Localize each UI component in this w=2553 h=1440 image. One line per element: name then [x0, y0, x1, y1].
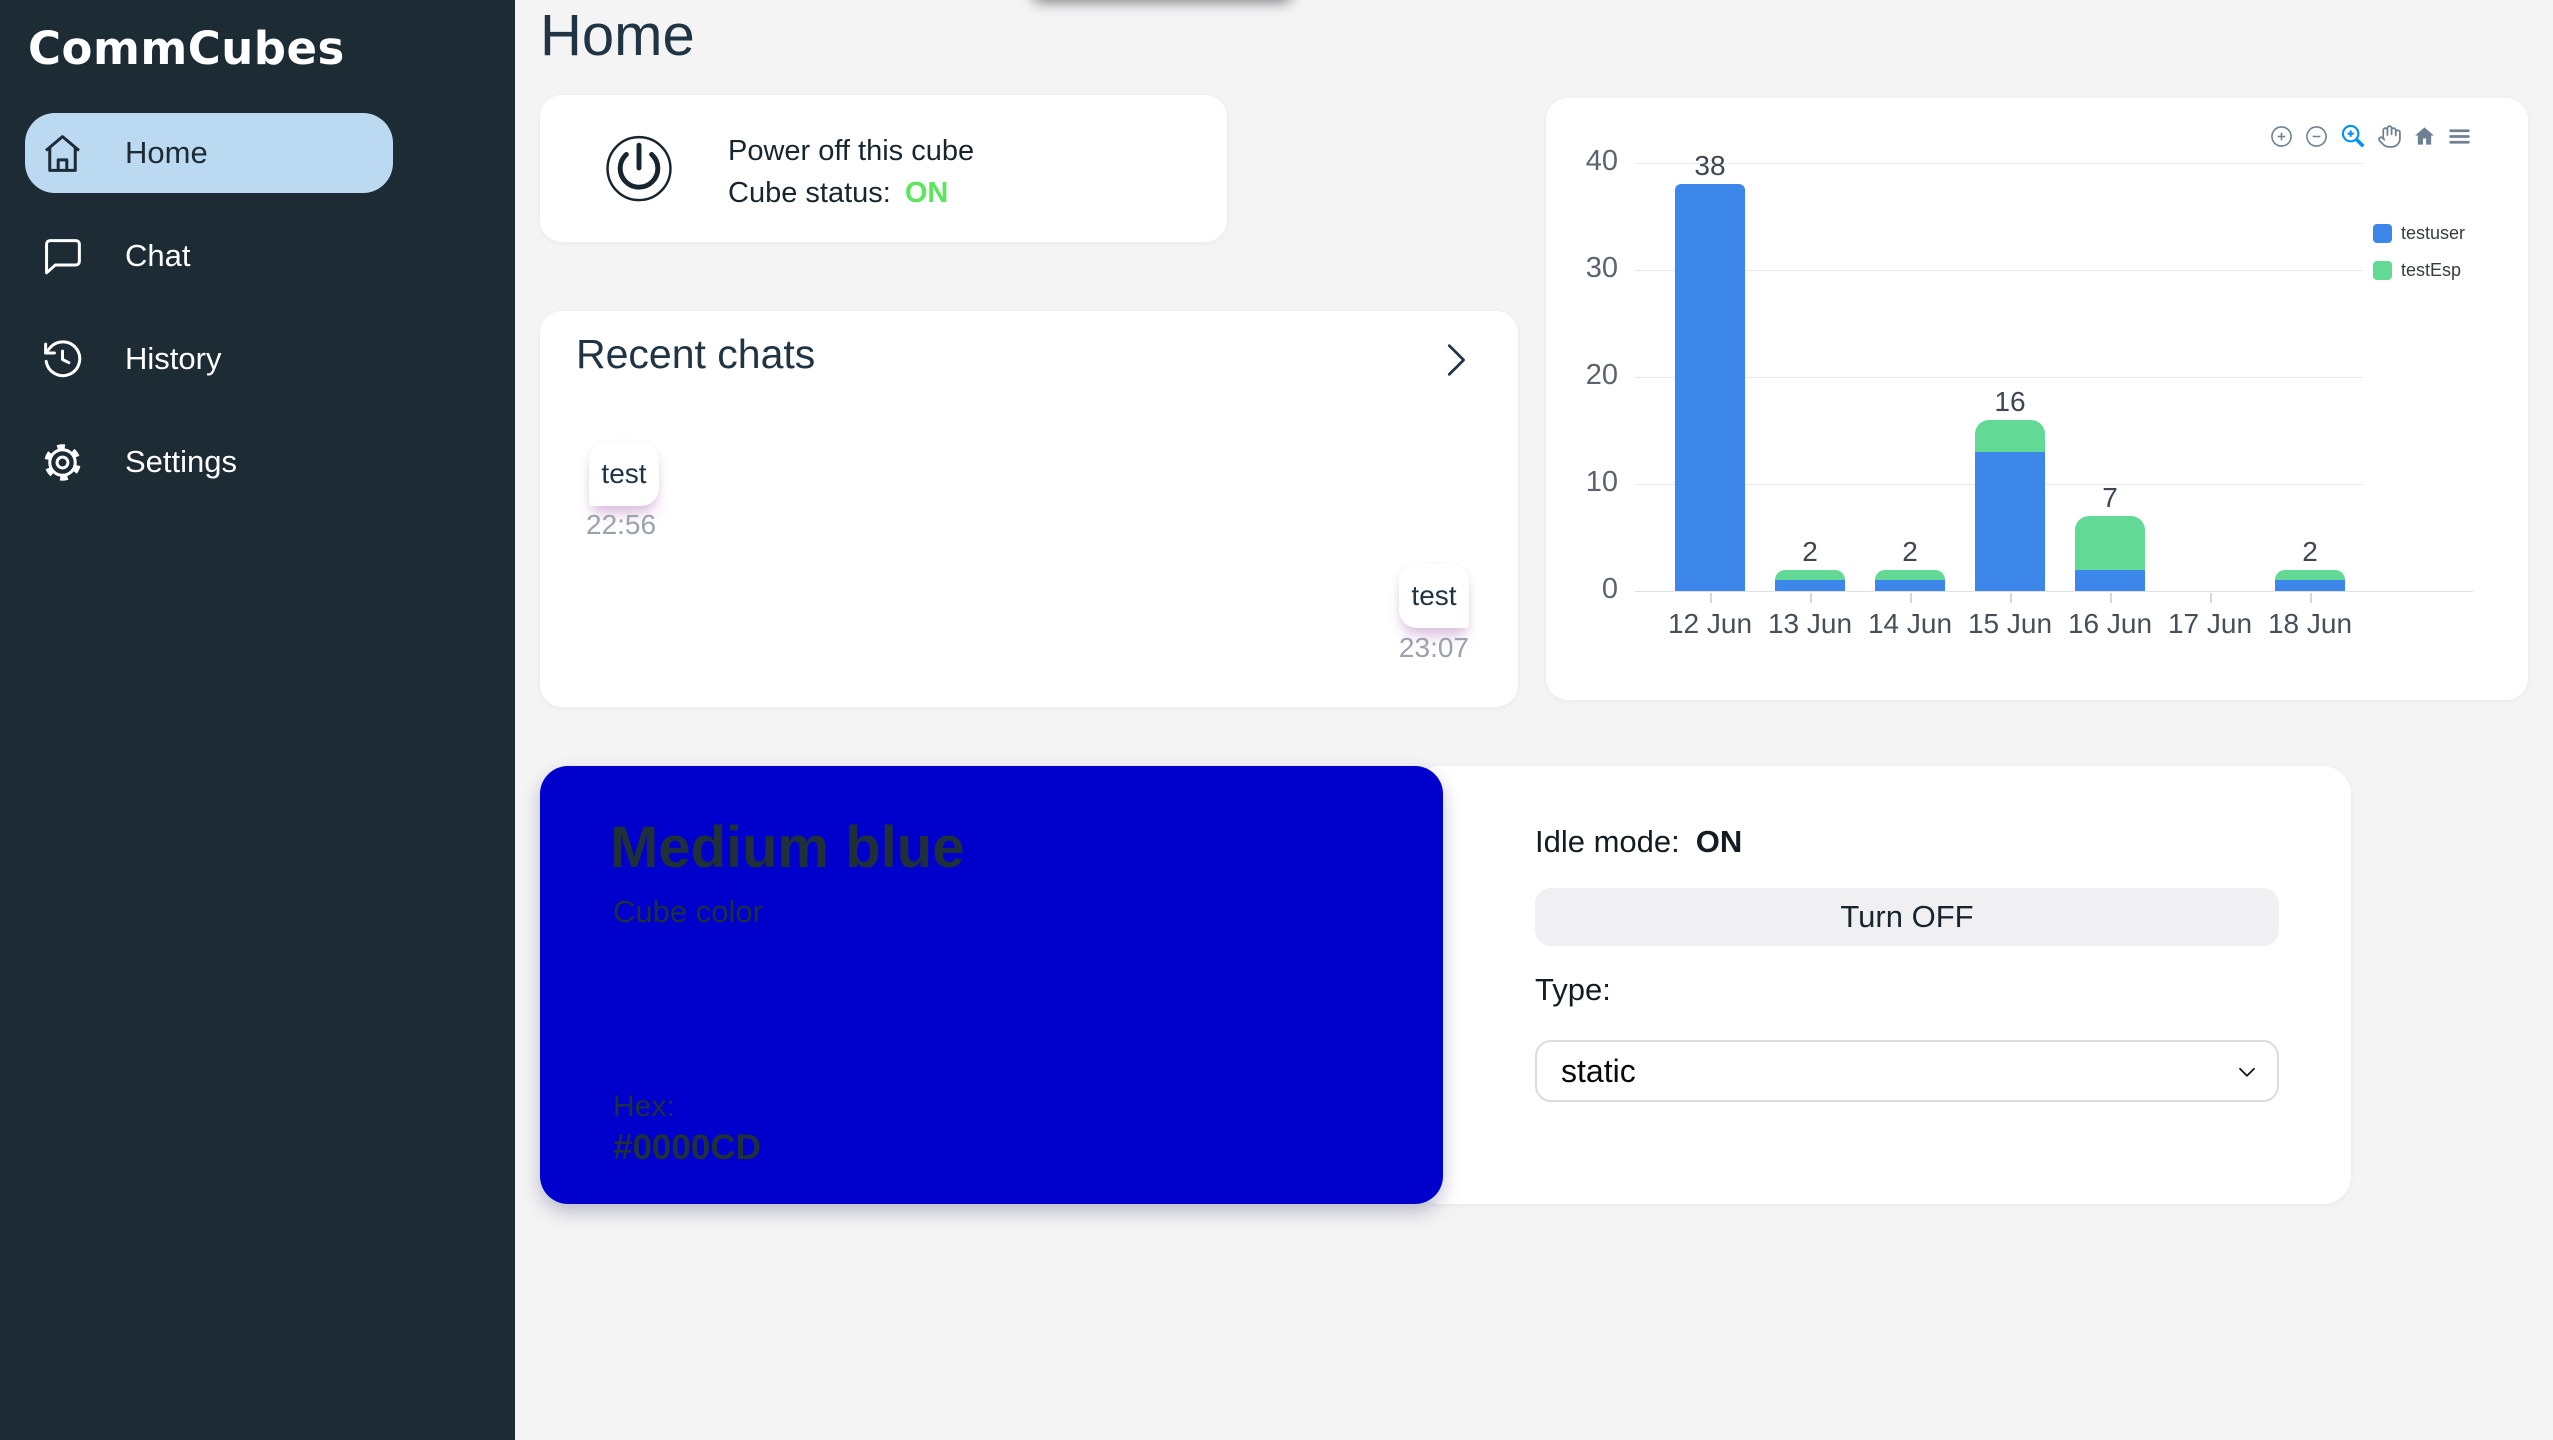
bar-segment-testEsp — [2075, 516, 2145, 570]
color-name: Medium blue — [610, 815, 965, 880]
grid-line — [1635, 270, 2363, 271]
y-axis-tick-label: 10 — [1585, 466, 1618, 498]
type-select[interactable]: static — [1535, 1040, 2279, 1102]
x-axis-tick — [2110, 593, 2112, 603]
cube-status-label: Cube status: — [728, 177, 891, 209]
chevron-right-icon[interactable] — [1432, 337, 1478, 383]
sidebar-item-home[interactable]: Home — [25, 113, 393, 193]
color-subtitle: Cube color — [613, 894, 763, 929]
chat-message-time: 23:07 — [1398, 632, 1469, 663]
sidebar-item-history[interactable]: History — [25, 319, 393, 399]
bar-segment-testuser — [1675, 184, 1745, 591]
reset-home-icon[interactable] — [2412, 124, 2437, 149]
messages-per-day-chart: 0 10 20 30 40 12 Jun 38 13 Jun 2 14 Jun 2 15 Jun 16 1… — [1546, 98, 2528, 700]
bar-value-label: 38 — [1694, 150, 1726, 182]
y-axis-tick-label: 20 — [1585, 359, 1618, 391]
idle-mode-label: Idle mode: — [1535, 824, 1680, 859]
zoom-out-icon[interactable] — [2304, 124, 2329, 149]
bar-value-label: 16 — [1994, 385, 2026, 417]
x-axis-label: 14 Jun — [1867, 608, 1953, 639]
chat-message-bubble: test — [589, 442, 659, 506]
sidebar-item-label: Chat — [125, 238, 191, 273]
bar-segment-testuser — [1975, 451, 2045, 591]
x-axis-tick — [1710, 593, 1712, 603]
bar-value-label: 2 — [1802, 535, 1818, 567]
chart-toolbar — [2269, 122, 2472, 150]
chat-message-bubble: test — [1399, 564, 1469, 628]
bar-segment-testuser — [1875, 580, 1945, 591]
bar-value-label: 2 — [2302, 535, 2318, 567]
zoom-in-icon[interactable] — [2269, 124, 2294, 149]
x-axis-tick — [1810, 593, 1812, 603]
legend-marker — [2373, 224, 2392, 243]
sidebar-item-label: History — [125, 341, 222, 376]
turn-off-button[interactable]: Turn OFF — [1535, 888, 2279, 946]
top-shadow-artifact — [1032, 0, 1292, 2]
history-icon — [40, 337, 85, 382]
x-axis-label: 12 Jun — [1667, 608, 1753, 639]
power-card-title: Power off this cube — [728, 135, 975, 167]
x-axis-label: 13 Jun — [1767, 608, 1853, 639]
legend-marker — [2373, 261, 2392, 280]
color-hex-value: #0000CD — [613, 1128, 761, 1167]
x-axis-line — [1635, 591, 2473, 592]
legend-item-testEsp[interactable]: testEsp — [2373, 260, 2461, 281]
bar-segment-testEsp — [2275, 569, 2345, 581]
cube-status-row: Cube status: ON — [728, 177, 948, 210]
x-axis-label: 17 Jun — [2167, 608, 2253, 639]
idle-mode-value: ON — [1695, 824, 1743, 859]
color-hex-label: Hex: — [613, 1090, 675, 1123]
recent-chats-card: Recent chats test 22:56 test 23:07 — [540, 311, 1518, 707]
bar-segment-testEsp — [1975, 419, 2045, 452]
legend-label: testEsp — [2401, 260, 2462, 280]
bar-segment-testuser — [2075, 569, 2145, 591]
x-axis-label: 15 Jun — [1967, 608, 2053, 639]
bar-value-label: 7 — [2102, 482, 2118, 514]
sidebar-item-settings[interactable]: Settings — [25, 422, 393, 502]
idle-mode-row: Idle mode: ON — [1535, 824, 1742, 860]
pan-icon[interactable] — [2377, 124, 2402, 149]
bar-value-label: 2 — [1902, 535, 1918, 567]
y-axis-tick-label: 30 — [1585, 252, 1618, 284]
chart-card: 0 10 20 30 40 12 Jun 38 13 Jun 2 14 Jun 2 15 Jun 16 1… — [1546, 98, 2528, 700]
bar-segment-testEsp — [1775, 569, 1845, 581]
x-axis-label: 16 Jun — [2067, 608, 2153, 639]
type-label: Type: — [1535, 972, 1611, 1007]
idle-mode-card: Idle mode: ON Turn OFF Type: static — [1412, 766, 2351, 1204]
x-axis-tick — [1910, 593, 1912, 603]
bar-segment-testEsp — [1875, 569, 1945, 581]
legend-label: testuser — [2401, 223, 2466, 243]
y-axis-tick-label: 0 — [1601, 573, 1618, 605]
chat-icon — [40, 234, 85, 279]
grid-line — [1635, 163, 2363, 164]
home-icon — [40, 131, 85, 176]
bar-segment-testuser — [2275, 580, 2345, 591]
sidebar-item-label: Home — [125, 135, 208, 170]
sidebar-item-chat[interactable]: Chat — [25, 216, 393, 296]
recent-chats-title: Recent chats — [576, 331, 816, 377]
grid-line — [1635, 377, 2363, 378]
selection-zoom-icon[interactable] — [2339, 122, 2367, 150]
cube-status-value: ON — [904, 177, 949, 209]
x-axis-tick — [2210, 593, 2212, 603]
settings-icon — [40, 440, 85, 485]
x-axis-label: 18 Jun — [2267, 608, 2353, 639]
x-axis-tick — [2010, 593, 2012, 603]
legend-item-testuser[interactable]: testuser — [2373, 223, 2465, 244]
power-icon[interactable] — [602, 131, 676, 205]
app-logo: CommCubes — [28, 22, 345, 75]
menu-icon[interactable] — [2447, 124, 2472, 149]
x-axis-tick — [2310, 593, 2312, 603]
sidebar-item-label: Settings — [125, 444, 238, 479]
page-title: Home — [540, 3, 695, 68]
y-axis-tick-label: 40 — [1585, 145, 1618, 177]
power-card[interactable]: Power off this cube Cube status: ON — [540, 95, 1227, 242]
sidebar: CommCubes Home Chat History Settings — [0, 0, 515, 1440]
bar-segment-testuser — [1775, 580, 1845, 591]
chat-message-time: 22:56 — [586, 509, 657, 540]
cube-color-card: Medium blue Cube color Hex: #0000CD — [540, 766, 1443, 1204]
